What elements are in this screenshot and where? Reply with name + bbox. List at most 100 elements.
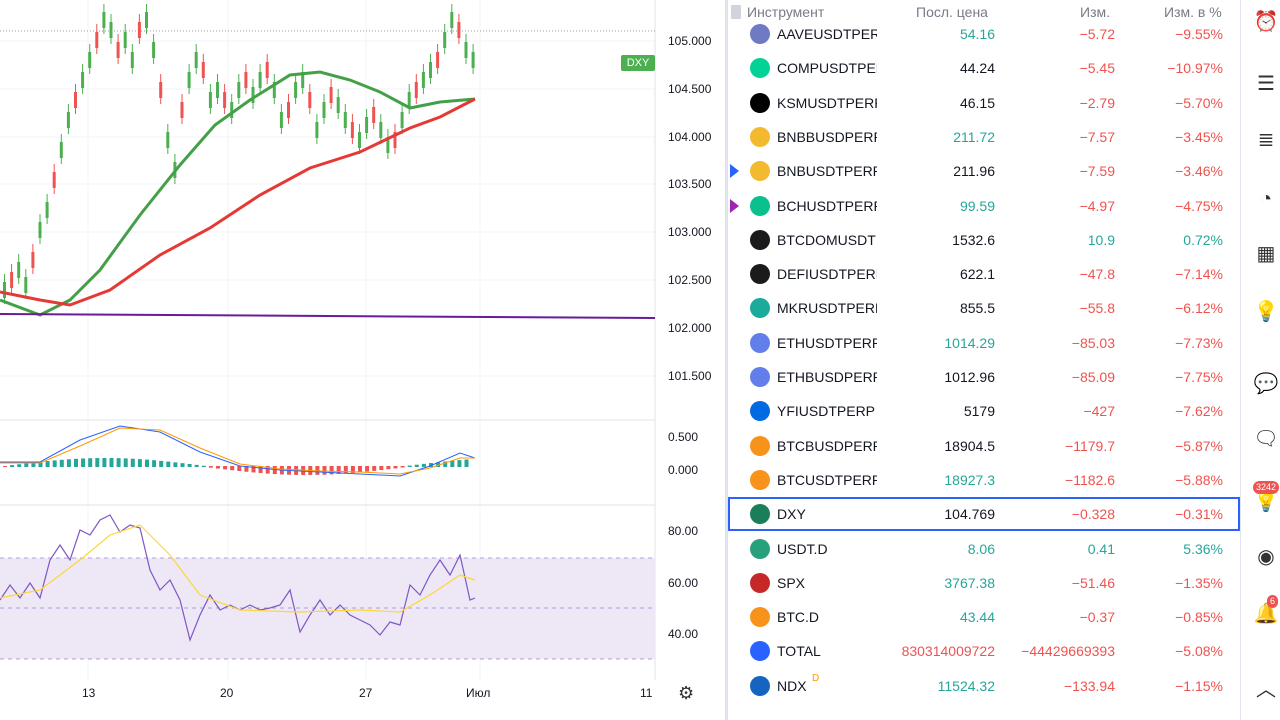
btc-icon [750,469,770,490]
defi-icon [750,264,770,285]
header-last[interactable]: Посл. цена [916,4,988,20]
btcdom-icon [750,229,770,250]
usdt-icon [750,538,770,559]
change-value: −133.94 [1064,677,1115,694]
sp500-icon [750,572,770,593]
watchlist-row[interactable]: BTC.D 43.44 −0.37 −0.85% [728,600,1240,634]
last-price: 1014.29 [944,334,995,351]
macd-bar [464,459,469,467]
stream-icon[interactable]: ◉ [1257,546,1275,568]
watchlist-row[interactable]: BNBUSDTPERP 211.96 −7.59 −3.46% [728,154,1240,188]
header-change[interactable]: Изм. [1080,4,1110,20]
lightbulb-icon[interactable]: 💡 [1253,301,1279,323]
watchlist-row[interactable]: DEFIUSDTPERP 622.1 −47.8 −7.14% [728,257,1240,291]
watchlist-row[interactable]: DXY 104.769 −0.328 −0.31% [728,497,1240,532]
change-percent: −7.73% [1175,334,1223,351]
watchlist-row[interactable]: BTCBUSDPERP 18904.5 −1179.7 −5.87% [728,429,1240,463]
dollar-icon [750,504,770,525]
change-percent: −5.08% [1175,643,1223,660]
watchlist-row[interactable]: ETHBUSDPERP 1012.96 −85.09 −7.75% [728,360,1240,394]
last-price: 1012.96 [944,369,995,385]
change-value: −51.46 [1071,574,1115,591]
collapse-icon[interactable]: ︿ [1256,679,1276,701]
rsi-axis-label: 60.00 [668,576,699,590]
macd-bar [159,460,164,467]
watchlist-row[interactable]: ETHUSDTPERP 1014.29 −85.03 −7.73% [728,326,1240,360]
change-value: −7.57 [1079,128,1115,145]
pie-chart-icon[interactable]: ◔ [1259,188,1273,210]
gear-icon[interactable]: ⚙ [678,683,695,703]
news-icon[interactable]: ☰ [1257,73,1275,95]
flag-icon[interactable] [730,164,739,179]
watchlist-row[interactable]: AAVEUSDTPERP 54.16 −5.72 −9.55% [728,17,1240,51]
change-percent: −3.46% [1175,163,1223,180]
watchlist-panel[interactable]: Инструмент Посл. цена Изм. Изм. в % AAVE… [725,0,1243,720]
comments-icon[interactable]: 🗨 [1253,428,1279,450]
change-percent: −0.31% [1175,506,1223,523]
change-percent: 0.72% [1183,231,1223,248]
price-axis-label: 101.500 [668,369,712,383]
change-percent: −5.87% [1175,437,1223,454]
macd-bar [322,466,327,475]
macd-bar [31,462,36,467]
flag-icon[interactable] [730,198,739,213]
notifications-icon[interactable]: 🔔 [1253,603,1279,625]
change-value: −0.328 [1071,506,1115,523]
macd-bar [123,458,128,467]
ideas-icon[interactable]: 💡 [1253,491,1279,513]
watchlist-row[interactable]: USDT.D 8.06 0.41 5.36% [728,532,1240,566]
symbol-name: DEFIUSDTPERP [777,266,877,283]
last-price: 211.96 [953,163,995,180]
symbol-price-badge: DXY [621,55,655,71]
eth-icon [750,367,770,387]
macd-bar [421,463,426,467]
macd-bar [10,465,15,467]
header-change-pct[interactable]: Изм. в % [1164,4,1222,20]
watchlist-row[interactable]: SPX 3767.38 −51.46 −1.35% [728,566,1240,600]
macd-bar [329,466,334,475]
symbol-name: BTCUSDTPERP [777,471,877,488]
watchlist-row[interactable]: TOTAL 830314009722 −44429669393 −5.08% [728,634,1240,668]
chart-canvas[interactable] [0,0,725,720]
watchlist-row[interactable]: YFIUSDTPERP 5179 −427 −7.62% [728,394,1240,428]
watchlist-row[interactable]: MKRUSDTPERP 855.5 −55.8 −6.12% [728,291,1240,325]
price-axis-label: 104.000 [668,130,712,144]
time-axis-label: 27 [359,686,373,700]
change-percent: −6.12% [1175,300,1223,317]
bnb-icon [750,126,770,147]
change-value: −5.72 [1079,26,1115,42]
macd-bar [393,466,398,469]
macd-bar [45,461,50,467]
price-axis-label: 104.500 [668,82,712,96]
checkbox-icon[interactable] [731,5,741,19]
header-symbol[interactable]: Инструмент [747,4,825,20]
change-value: −7.59 [1079,163,1115,180]
calendar-icon[interactable]: ▦ [1256,243,1276,265]
watchlist-row[interactable]: BNBBUSDPERP 211.72 −7.57 −3.45% [728,120,1240,154]
macd-bar [358,466,362,473]
macd-axis-label: 0.500 [668,430,699,444]
last-price: 5179 [963,403,995,420]
watchlist-row[interactable]: BTCUSDTPERP 18927.3 −1182.6 −5.88% [728,463,1240,497]
change-percent: −9.55% [1175,26,1223,42]
eth-icon [750,332,770,353]
alarm-clock-icon[interactable]: ⏰ [1253,11,1279,33]
chart-area[interactable]: DXY 105.000 104.500 104.000 103.500 103.… [0,0,725,720]
watchlist-row[interactable]: KSMUSDTPERP 46.15 −2.79 −5.70% [728,86,1240,120]
macd-bar [216,466,220,469]
macd-bar [152,460,157,467]
macd-bar [343,466,348,474]
watchlist-row[interactable]: COMPUSDTPERP 44.24 −5.45 −10.97% [728,51,1240,85]
watchlist-details-icon[interactable]: ≣ [1257,129,1275,151]
watchlist-row[interactable]: NDX D 11524.32 −133.94 −1.15% [728,669,1240,703]
macd-bar [237,466,242,472]
symbol-name: MKRUSDTPERP [777,300,877,317]
ma-slow-line [0,97,476,307]
change-percent: −5.70% [1175,94,1223,111]
watchlist-row[interactable]: BCHUSDTPERP 99.59 −4.97 −4.75% [728,189,1240,223]
watchlist-row[interactable]: BTCDOMUSDT 1532.6 10.9 0.72% [728,223,1240,257]
chat-icon[interactable]: 💬 [1253,373,1279,395]
change-value: −55.8 [1079,300,1115,317]
last-price: 54.16 [959,26,995,42]
last-price: 622.1 [959,266,995,283]
